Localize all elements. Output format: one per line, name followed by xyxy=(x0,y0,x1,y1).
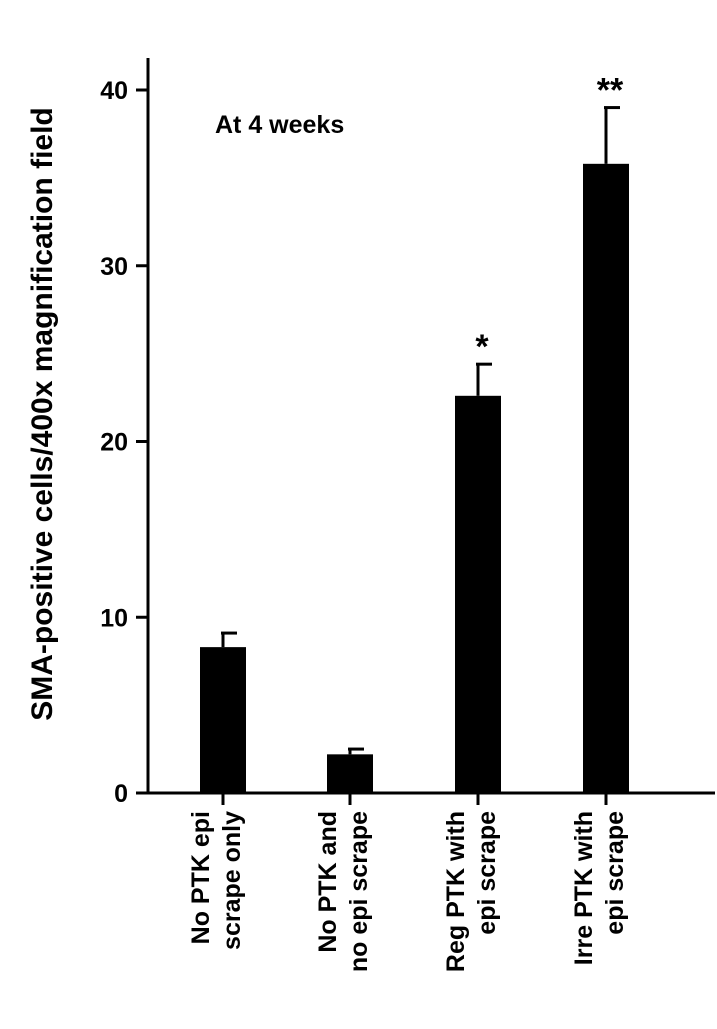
x-tick-label-line: epi scrape xyxy=(473,811,501,935)
y-axis-label: SMA-positive cells/400x magnification fi… xyxy=(26,107,59,721)
x-tick-label: No PTK epi scrape only xyxy=(187,811,246,950)
y-tick-label: 40 xyxy=(100,77,128,105)
x-tick-label-line: Reg PTK with xyxy=(442,811,470,972)
y-tick-label: 20 xyxy=(100,429,128,457)
chart-annotation: At 4 weeks xyxy=(215,111,344,139)
bars: *** xyxy=(200,72,629,793)
x-tick-label-line: no epi scrape xyxy=(345,811,373,972)
x-axis: No PTK epi scrape only No PTK and no epi sc… xyxy=(148,791,715,972)
y-axis: 0 10 20 30 40 xyxy=(100,58,150,808)
bar xyxy=(327,754,373,793)
x-tick-label-line: epi scrape xyxy=(601,811,629,935)
significance-marker: * xyxy=(475,328,489,366)
y-tick-label: 30 xyxy=(100,253,128,281)
y-tick-label: 0 xyxy=(114,780,128,808)
x-tick-label: Irre PTK with epi scrape xyxy=(570,811,629,965)
significance-marker: ** xyxy=(597,72,624,110)
x-tick-label: No PTK and no epi scrape xyxy=(314,811,373,972)
y-tick-label: 10 xyxy=(100,604,128,632)
x-tick-label-line: No PTK epi xyxy=(187,811,215,944)
x-tick-label: Reg PTK with epi scrape xyxy=(442,811,501,972)
x-tick-label-line: No PTK and xyxy=(314,811,342,953)
bar xyxy=(583,163,629,793)
x-tick-label-line: scrape only xyxy=(218,811,246,950)
bar xyxy=(455,395,501,793)
x-tick-label-line: Irre PTK with xyxy=(570,811,598,965)
bar xyxy=(200,647,246,793)
